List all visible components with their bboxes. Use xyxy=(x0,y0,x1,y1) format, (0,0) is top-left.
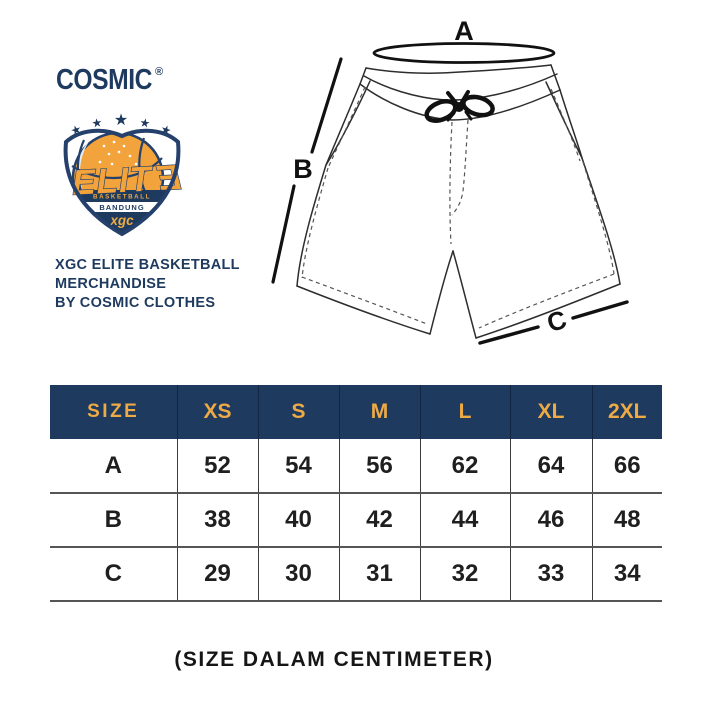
banner-text: BASKETBALL xyxy=(93,194,151,201)
size-table-header-row: SIZE XS S M L XL 2XL xyxy=(50,385,662,439)
org-text: xgc xyxy=(109,213,134,228)
size-value-cell: 54 xyxy=(257,439,339,494)
size-value-cell: 64 xyxy=(509,439,592,494)
header-cell-s: S xyxy=(257,385,339,439)
size-value-cell: 44 xyxy=(419,493,510,548)
size-value-cell: 48 xyxy=(591,493,662,548)
header-cell-m: M xyxy=(338,385,420,439)
header-cell-l: L xyxy=(419,385,510,439)
size-value-cell: 40 xyxy=(257,493,339,548)
measure-label-a: A xyxy=(454,16,474,46)
shorts-diagram: A B xyxy=(270,8,632,368)
size-value-cell: 52 xyxy=(176,439,258,494)
size-value-cell: 32 xyxy=(419,547,510,602)
description-line: XGC ELITE BASKETBALL xyxy=(55,257,240,273)
size-value-cell: 33 xyxy=(509,547,592,602)
header-cell-xs: XS xyxy=(176,385,258,439)
size-table: SIZE XS S M L XL 2XL A 52 54 56 62 64 66… xyxy=(50,385,662,602)
side-measure-line xyxy=(271,57,343,284)
merch-description: XGC ELITE BASKETBALL MERCHANDISE BY COSM… xyxy=(55,256,240,313)
unit-note: (SIZE DALAM CENTIMETER) xyxy=(174,648,494,671)
row-label: C xyxy=(50,547,177,602)
size-value-cell: 34 xyxy=(591,547,662,602)
size-table-row-c: C 29 30 31 32 33 34 xyxy=(50,547,662,602)
brand-name: COSMIC xyxy=(56,64,153,96)
row-label: A xyxy=(50,439,177,494)
city-strip xyxy=(65,202,179,212)
star-icon: ★ xyxy=(91,115,104,131)
star-icon: ★ xyxy=(139,115,152,131)
registered-trademark-symbol: ® xyxy=(155,66,164,78)
row-label: B xyxy=(50,493,177,548)
brand-wordmark: COSMIC ® xyxy=(56,64,163,97)
size-value-cell: 62 xyxy=(419,439,510,494)
waist-measure-ellipse xyxy=(372,42,556,64)
size-value-cell: 38 xyxy=(176,493,258,548)
header-cell-size: SIZE xyxy=(50,385,177,439)
elite-basketball-logo: ★ ★ ★ ★ ★ xyxy=(52,112,192,244)
description-line: BY COSMIC CLOTHES xyxy=(55,295,216,311)
stitch-dashed-lines xyxy=(301,86,615,329)
size-value-cell: 42 xyxy=(338,493,420,548)
size-table-row-b: B 38 40 42 44 46 48 xyxy=(50,493,662,548)
shield-outline xyxy=(63,128,181,237)
description-line: MERCHANDISE xyxy=(55,276,167,292)
elite-logo-graphic: ★ ★ ★ ★ ★ xyxy=(63,112,183,237)
measure-label-b: B xyxy=(293,154,313,184)
shorts-outline xyxy=(296,64,621,339)
size-value-cell: 30 xyxy=(257,547,339,602)
drawstring-bow-icon xyxy=(424,90,495,123)
measure-label-c: C xyxy=(543,304,570,338)
header-cell-xl: XL xyxy=(509,385,592,439)
city-text: BANDUNG xyxy=(99,203,144,212)
size-value-cell: 46 xyxy=(509,493,592,548)
size-value-cell: 66 xyxy=(591,439,662,494)
size-value-cell: 31 xyxy=(338,547,420,602)
shorts-drawing: A B xyxy=(271,16,629,345)
star-icon: ★ xyxy=(114,112,128,129)
size-value-cell: 29 xyxy=(176,547,258,602)
leg-measure-line xyxy=(478,300,629,345)
size-table-row-a: A 52 54 56 62 64 66 xyxy=(50,439,662,494)
elite-wordmark-main: ELIT xyxy=(71,159,154,202)
header-cell-2xl: 2XL xyxy=(591,385,662,439)
stars-row-icon: ★ ★ ★ ★ ★ xyxy=(69,112,174,138)
size-value-cell: 56 xyxy=(338,439,420,494)
